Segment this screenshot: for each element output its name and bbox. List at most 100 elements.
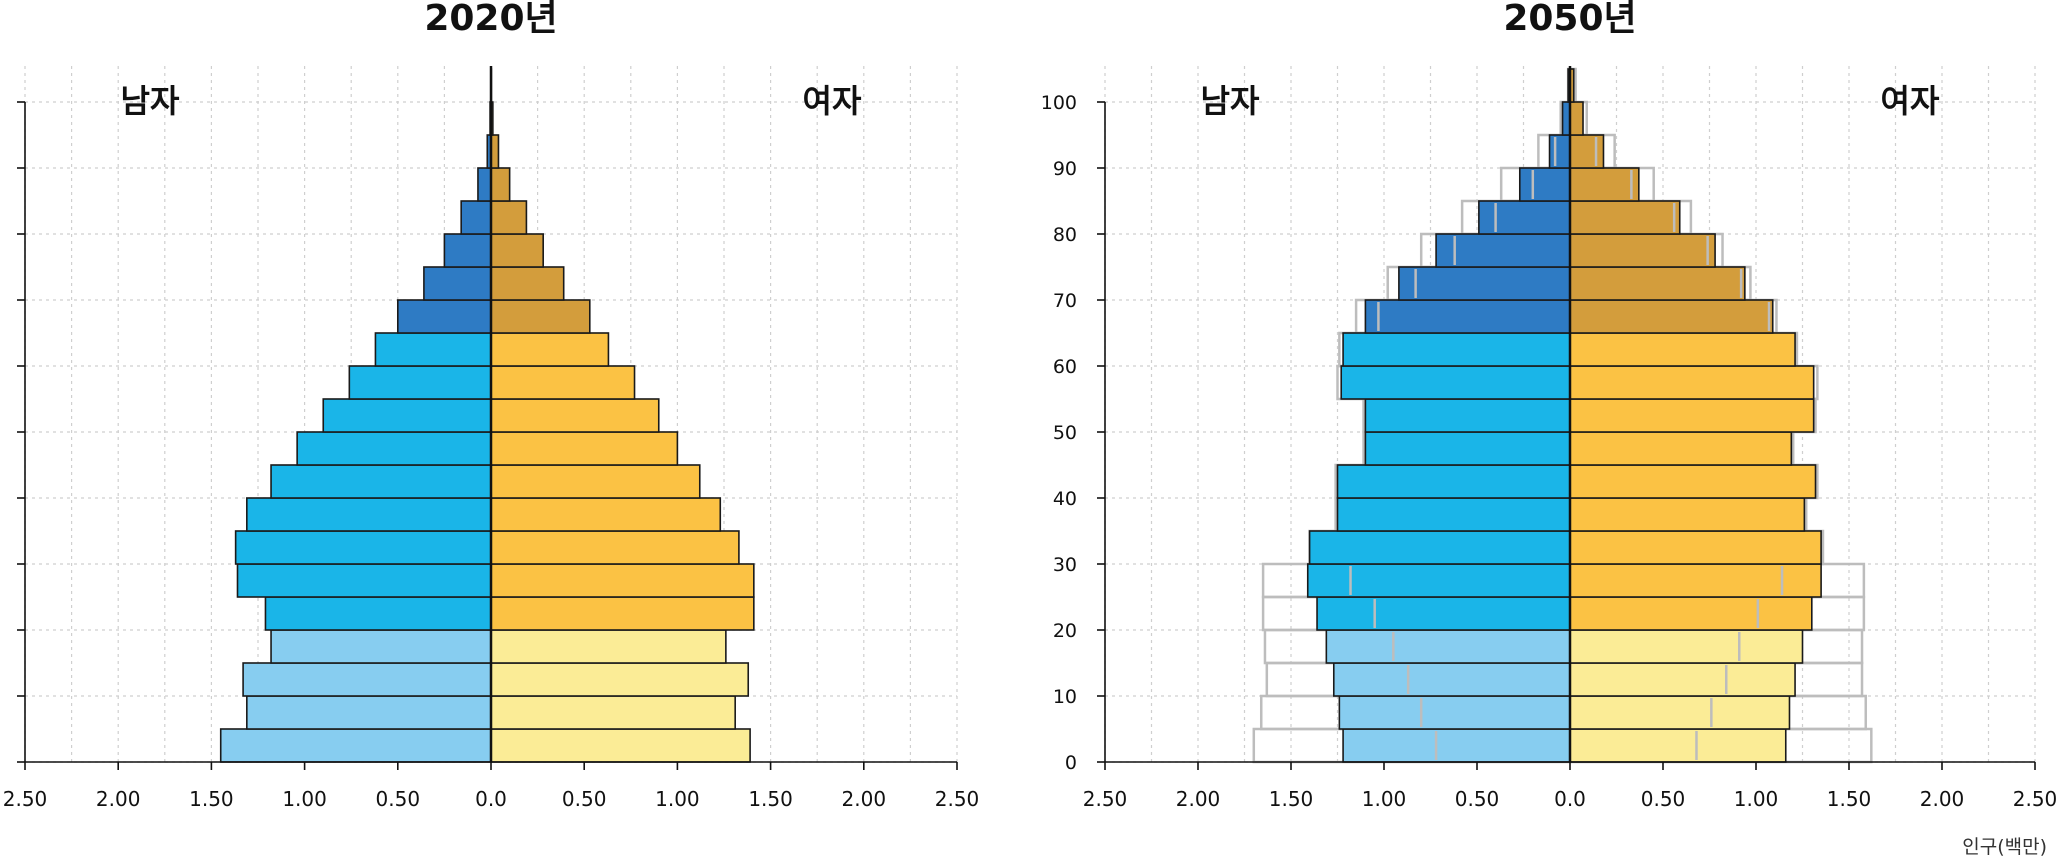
bar-male-50-54 [1365, 399, 1570, 432]
bar-male-15-19 [1326, 630, 1570, 663]
bar-male-45-49 [1365, 432, 1570, 465]
bar-male-85-89 [478, 168, 491, 201]
bar-male-10-14 [1334, 663, 1570, 696]
bar-female-30-34 [491, 531, 739, 564]
x-tick-label: 2.00 [1920, 787, 1965, 811]
x-tick-label: 1.50 [1827, 787, 1872, 811]
y-tick-label: 70 [1053, 290, 1077, 312]
bar-male-85-89 [1520, 168, 1570, 201]
bar-female-10-14 [1570, 663, 1795, 696]
bar-female-95-99 [1570, 102, 1583, 135]
x-tick-label: 2.50 [935, 787, 980, 811]
y-tick-label: 60 [1053, 356, 1077, 378]
bar-female-0-4 [1570, 729, 1786, 762]
x-tick-label: 1.50 [1269, 787, 1314, 811]
bar-female-20-24 [491, 597, 754, 630]
bar-female-70-74 [491, 267, 564, 300]
x-tick-label: 1.50 [748, 787, 793, 811]
chart-title: 2050년 [1503, 0, 1636, 39]
bar-male-20-24 [265, 597, 491, 630]
bar-female-75-79 [491, 234, 543, 267]
x-tick-label: 2.50 [2013, 787, 2056, 811]
bar-male-35-39 [247, 498, 491, 531]
bar-female-30-34 [1570, 531, 1821, 564]
bar-male-45-49 [297, 432, 491, 465]
bar-female-80-84 [491, 201, 526, 234]
bar-female-75-79 [1570, 234, 1715, 267]
bar-female-85-89 [491, 168, 510, 201]
bar-female-45-49 [1570, 432, 1791, 465]
bar-male-50-54 [323, 399, 491, 432]
bar-female-0-4 [491, 729, 750, 762]
x-tick-label: 1.00 [1362, 787, 1407, 811]
bar-male-70-74 [1399, 267, 1570, 300]
y-tick-label: 80 [1053, 224, 1077, 246]
bar-female-65-69 [491, 300, 590, 333]
x-tick-label: 2.00 [96, 787, 141, 811]
y-tick-label: 0 [1065, 752, 1077, 774]
bar-male-30-34 [236, 531, 491, 564]
bar-female-90-94 [1570, 135, 1603, 168]
x-tick-label: 1.00 [655, 787, 700, 811]
bar-male-10-14 [243, 663, 491, 696]
male-label: 남자 [121, 82, 180, 120]
bar-male-0-4 [221, 729, 491, 762]
y-tick-label: 20 [1053, 620, 1077, 642]
x-tick-label: 2.50 [1083, 787, 1128, 811]
bar-male-5-9 [247, 696, 491, 729]
bar-male-90-94 [1550, 135, 1570, 168]
bar-male-35-39 [1338, 498, 1571, 531]
bar-female-85-89 [1570, 168, 1639, 201]
bar-female-70-74 [1570, 267, 1745, 300]
x-tick-label: 1.50 [189, 787, 234, 811]
bar-female-25-29 [1570, 564, 1821, 597]
chart-title: 2020년 [424, 0, 557, 39]
bar-male-60-64 [375, 333, 491, 366]
bar-female-35-39 [491, 498, 720, 531]
x-tick-label: 2.50 [3, 787, 48, 811]
y-tick-label: 50 [1053, 422, 1077, 444]
bar-male-25-29 [237, 564, 491, 597]
bar-male-55-59 [349, 366, 491, 399]
bar-male-30-34 [1310, 531, 1570, 564]
bar-female-55-59 [491, 366, 635, 399]
bar-female-5-9 [1570, 696, 1789, 729]
bar-male-60-64 [1343, 333, 1570, 366]
bar-male-0-4 [1343, 729, 1570, 762]
bar-male-25-29 [1308, 564, 1570, 597]
y-tick-label: 40 [1053, 488, 1077, 510]
bar-male-75-79 [1436, 234, 1570, 267]
bar-female-50-54 [1570, 399, 1814, 432]
bar-male-80-84 [1479, 201, 1570, 234]
x-tick-label: 0.50 [376, 787, 421, 811]
bar-female-20-24 [1570, 597, 1812, 630]
y-tick-label: 30 [1053, 554, 1077, 576]
bar-female-15-19 [491, 630, 726, 663]
bar-female-45-49 [491, 432, 677, 465]
bar-female-35-39 [1570, 498, 1804, 531]
x-tick-label: 0.50 [1641, 787, 1686, 811]
bar-female-40-44 [1570, 465, 1816, 498]
bar-male-40-44 [1338, 465, 1571, 498]
female-label: 여자 [803, 82, 862, 120]
x-tick-label: 2.00 [842, 787, 887, 811]
female-label: 여자 [1881, 82, 1940, 120]
bar-female-10-14 [491, 663, 748, 696]
bar-female-5-9 [491, 696, 735, 729]
male-label: 남자 [1201, 82, 1260, 120]
bar-male-65-69 [398, 300, 491, 333]
bar-male-55-59 [1341, 366, 1570, 399]
bar-female-55-59 [1570, 366, 1814, 399]
bar-female-80-84 [1570, 201, 1680, 234]
bar-male-15-19 [271, 630, 491, 663]
bar-female-15-19 [1570, 630, 1803, 663]
bar-female-60-64 [491, 333, 608, 366]
bar-female-65-69 [1570, 300, 1773, 333]
bar-female-25-29 [491, 564, 754, 597]
x-tick-label: 0.50 [562, 787, 607, 811]
bar-female-40-44 [491, 465, 700, 498]
bar-male-70-74 [424, 267, 491, 300]
bar-male-65-69 [1365, 300, 1570, 333]
